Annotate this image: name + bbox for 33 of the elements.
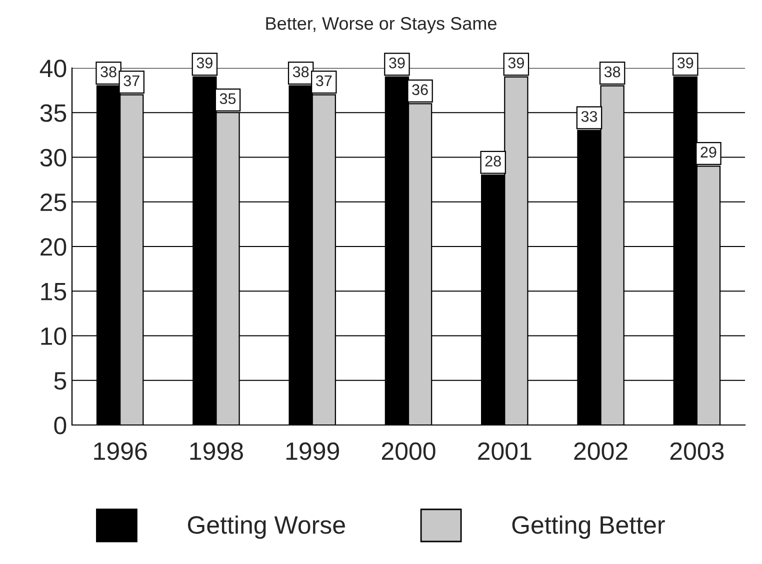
data-label: 35 xyxy=(220,93,236,104)
y-tick-label: 35 xyxy=(40,104,66,122)
data-label: 39 xyxy=(196,58,212,68)
y-tick-label: 40 xyxy=(40,60,66,78)
data-label: 38 xyxy=(100,66,116,78)
y-tick-label: 25 xyxy=(40,193,66,212)
data-label: 37 xyxy=(316,75,332,86)
data-label: 38 xyxy=(292,66,309,78)
y-tick-label: 0 xyxy=(54,416,66,434)
x-tick-label: 1996 xyxy=(94,442,147,460)
chart-title: Better, Worse or Stays Same xyxy=(266,17,496,34)
y-tick-label: 5 xyxy=(54,372,66,390)
data-label: 38 xyxy=(604,66,620,78)
x-tick-label: 1998 xyxy=(190,442,243,460)
data-label: 28 xyxy=(485,156,501,167)
legend-label: Getting Worse xyxy=(188,516,345,539)
data-label: 37 xyxy=(124,75,140,86)
data-label: 39 xyxy=(389,58,405,68)
legend-label: Getting Better xyxy=(512,516,665,539)
data-label: 29 xyxy=(700,146,716,158)
data-label: 39 xyxy=(677,58,694,68)
x-tick-label: 2002 xyxy=(574,442,628,460)
data-label: 36 xyxy=(412,84,428,96)
x-tick-label: 2001 xyxy=(478,442,532,460)
data-label: 39 xyxy=(508,58,524,68)
x-tick-label: 2000 xyxy=(382,442,436,460)
x-tick-label: 1999 xyxy=(286,442,339,460)
y-tick-label: 15 xyxy=(41,282,66,300)
data-label: 33 xyxy=(581,111,598,122)
y-tick-label: 10 xyxy=(41,327,66,346)
y-tick-label: 20 xyxy=(40,238,66,256)
y-tick-label: 30 xyxy=(40,148,66,167)
x-tick-label: 2003 xyxy=(670,442,724,460)
